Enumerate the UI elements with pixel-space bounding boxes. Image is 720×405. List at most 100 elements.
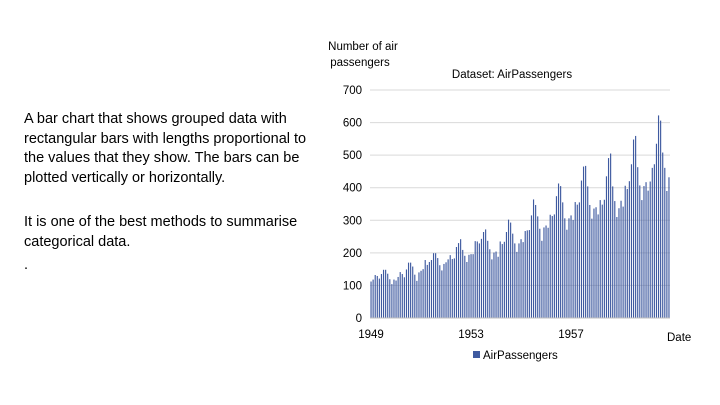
bar xyxy=(557,183,560,318)
bar xyxy=(455,246,458,318)
bar xyxy=(430,260,433,318)
bar xyxy=(414,274,416,318)
bar xyxy=(580,180,583,318)
legend-label: AirPassengers xyxy=(483,350,558,362)
bar xyxy=(585,165,587,318)
bar xyxy=(570,215,572,318)
bar xyxy=(420,270,422,318)
bar xyxy=(505,232,508,318)
bar xyxy=(668,177,670,318)
bar xyxy=(401,274,403,318)
bar xyxy=(645,182,647,318)
bar xyxy=(393,279,395,318)
bar xyxy=(474,241,476,318)
y-axis-label-line-2: passengers xyxy=(330,57,390,69)
bar xyxy=(651,167,653,318)
bar xyxy=(472,254,474,318)
bar xyxy=(385,269,387,318)
bar xyxy=(443,263,445,318)
chart-title: Dataset: AirPassengers xyxy=(452,69,572,81)
bar xyxy=(382,269,385,318)
bar xyxy=(603,199,605,318)
bar xyxy=(539,228,541,318)
y-axis-label-line-1: Number of air xyxy=(328,41,398,53)
bar xyxy=(524,231,526,318)
bar xyxy=(378,278,380,318)
bar xyxy=(637,167,639,318)
bar xyxy=(522,242,524,318)
bar xyxy=(545,225,547,318)
bar xyxy=(532,199,535,318)
bar xyxy=(537,216,539,318)
bar xyxy=(657,115,660,318)
bar xyxy=(418,272,420,318)
bar xyxy=(389,279,391,318)
bar xyxy=(635,135,637,318)
bar xyxy=(432,253,435,318)
bar xyxy=(649,181,651,318)
bar xyxy=(616,217,618,318)
bar xyxy=(480,238,483,318)
bar xyxy=(626,189,628,318)
bar xyxy=(553,214,555,318)
x-tick-label: 1953 xyxy=(458,329,484,341)
bar xyxy=(591,218,593,318)
bar xyxy=(387,273,389,318)
bar xyxy=(370,281,372,318)
bar xyxy=(555,196,558,318)
bar xyxy=(516,251,518,318)
bar xyxy=(374,275,376,318)
bar xyxy=(372,279,374,318)
bar xyxy=(426,264,428,318)
bar xyxy=(447,259,449,318)
bar xyxy=(464,255,466,318)
bar xyxy=(445,262,447,318)
bar xyxy=(457,243,460,318)
bar xyxy=(451,259,453,318)
bar xyxy=(578,202,580,318)
bar xyxy=(416,280,418,318)
bar xyxy=(612,186,614,318)
bar xyxy=(485,229,487,318)
y-tick-label: 600 xyxy=(343,118,362,130)
bar xyxy=(514,243,516,318)
bar xyxy=(641,200,643,318)
bar xyxy=(478,243,480,318)
bar xyxy=(410,262,412,318)
y-tick-labels: 0 100 200 300 400 500 600 700 xyxy=(343,85,362,325)
bar xyxy=(601,204,603,318)
bar xyxy=(482,232,485,318)
bar xyxy=(399,272,401,318)
bar xyxy=(407,262,410,318)
bar xyxy=(512,233,514,318)
x-axis-label: Date xyxy=(667,332,691,344)
bar xyxy=(501,244,503,318)
bar xyxy=(666,190,668,318)
paragraph-dot: . xyxy=(24,257,29,273)
bar xyxy=(535,204,537,318)
y-tick-label: 0 xyxy=(356,313,362,325)
bar xyxy=(528,230,530,318)
bars xyxy=(370,115,670,319)
bar xyxy=(499,241,501,318)
bar xyxy=(380,274,383,318)
bar xyxy=(462,249,464,318)
bar xyxy=(487,240,489,318)
bar xyxy=(574,202,576,318)
bar xyxy=(624,185,626,318)
bar xyxy=(595,207,597,318)
bar xyxy=(599,200,601,318)
bar xyxy=(587,186,589,318)
bar xyxy=(664,167,666,318)
bar xyxy=(655,143,658,318)
bar xyxy=(576,204,578,318)
bar xyxy=(660,120,662,319)
y-tick-label: 400 xyxy=(343,183,362,195)
bar xyxy=(391,284,393,318)
bar xyxy=(589,204,591,318)
y-tick-label: 500 xyxy=(343,150,362,162)
bar xyxy=(428,261,430,318)
bar xyxy=(520,239,522,318)
